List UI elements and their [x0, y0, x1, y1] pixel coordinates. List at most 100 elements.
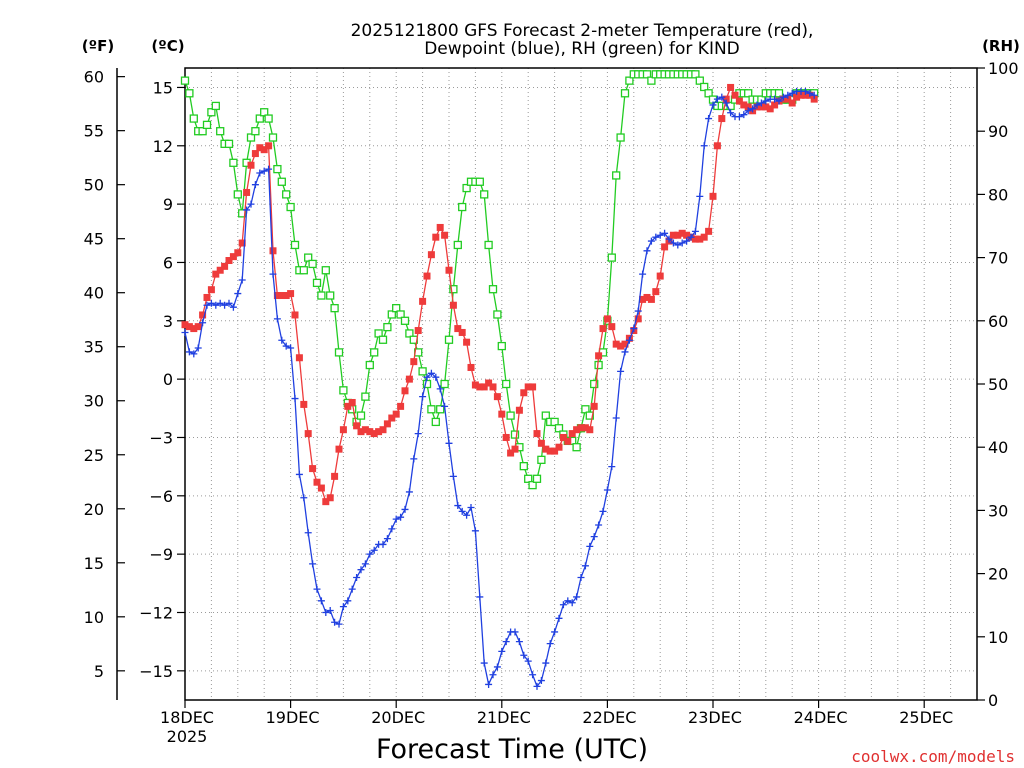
- dewpoint-point: [366, 550, 374, 558]
- rh-point: [436, 405, 445, 414]
- dewpoint-point: [199, 319, 207, 327]
- temperature-point: [480, 383, 488, 391]
- rh-point: [541, 411, 550, 420]
- rh-point: [497, 341, 506, 351]
- temperature-point: [300, 400, 308, 408]
- temperature-point: [441, 231, 449, 239]
- fahrenheit-tick-label: 50: [84, 176, 104, 195]
- rh-point: [216, 127, 225, 136]
- temperature-point: [691, 235, 699, 243]
- rh-point: [374, 329, 383, 338]
- temperature-point: [366, 428, 374, 436]
- celsius-unit-label: (ºC): [151, 37, 184, 55]
- rh-point: [506, 411, 515, 420]
- fahrenheit-tick-label: 40: [84, 284, 104, 303]
- rh-point: [440, 379, 449, 389]
- dewpoint-point: [256, 169, 264, 177]
- rh-point: [695, 76, 704, 85]
- temperature-point: [181, 321, 189, 329]
- dewpoint-point: [313, 585, 321, 593]
- dewpoint-point: [661, 229, 669, 237]
- rh-point: [251, 127, 260, 136]
- dewpoint-point: [713, 95, 721, 103]
- rh-point: [700, 82, 709, 92]
- dewpoint-point: [678, 239, 686, 247]
- fahrenheit-axis: 60 55 50 45 40 35 30 25 20 15 10 5: [84, 68, 125, 681]
- temperature-point: [661, 243, 669, 251]
- temperature-point: [216, 266, 224, 274]
- rh-point: [488, 285, 498, 294]
- rh-point: [537, 455, 546, 464]
- temperature-point: [322, 498, 330, 506]
- rh-point: [449, 285, 458, 294]
- dewpoint-point: [630, 325, 638, 333]
- temperature-point: [221, 262, 229, 270]
- temperature-point: [445, 266, 453, 274]
- temperature-point: [185, 323, 193, 331]
- dewpoint-point: [683, 237, 691, 245]
- rh-series: [180, 70, 819, 490]
- temperature-point: [529, 383, 537, 391]
- temperature-point: [467, 363, 475, 371]
- temperature-point: [599, 325, 607, 333]
- fahrenheit-tick-label: 20: [84, 500, 104, 519]
- temperature-point: [784, 95, 792, 103]
- dewpoint-point: [691, 227, 699, 235]
- dewpoint-point: [410, 455, 418, 463]
- rh-point: [554, 424, 564, 433]
- dewpoint-point: [806, 89, 814, 97]
- rh-point: [286, 202, 295, 212]
- dewpoint-point: [185, 348, 193, 356]
- temperature-point: [493, 393, 501, 401]
- time-axis: 18DEC 19DEC 20DEC 21DEC 22DEC 23DEC 24DEC 25DEC: [160, 700, 953, 727]
- dewpoint-point: [577, 573, 585, 581]
- dewpoint-point: [564, 597, 572, 605]
- dewpoint-point: [423, 373, 431, 381]
- rh-point: [339, 386, 348, 395]
- temperature-point: [740, 101, 748, 109]
- dewpoint-point: [476, 593, 484, 601]
- time-tick-label: 22DEC: [582, 708, 636, 727]
- temperature-point: [405, 375, 413, 383]
- dewpoint-point: [537, 677, 545, 685]
- temperature-point: [458, 328, 466, 336]
- dewpoint-point: [762, 97, 770, 105]
- fahrenheit-tick-label: 35: [84, 338, 104, 357]
- dewpoint-point: [269, 270, 277, 278]
- dewpoint-point: [489, 671, 497, 679]
- rh-point: [642, 70, 652, 79]
- dewpoint-point: [546, 640, 554, 648]
- dewpoint-point: [586, 542, 594, 550]
- temperature-point: [595, 352, 603, 360]
- dewpoint-point: [331, 618, 339, 626]
- dewpoint-point: [251, 181, 259, 189]
- temperature-point: [317, 484, 325, 492]
- dewpoint-point: [511, 628, 519, 636]
- temperature-point: [471, 381, 479, 389]
- rh-point: [431, 417, 440, 427]
- dewpoint-point: [203, 301, 211, 309]
- rh-point: [308, 259, 317, 269]
- rh-point: [480, 190, 489, 199]
- rh-point: [475, 177, 484, 186]
- rh-point: [312, 278, 322, 288]
- rh-point: [396, 310, 405, 319]
- rh-point: [378, 335, 388, 344]
- temperature-point: [586, 426, 594, 434]
- temperature-series: [181, 83, 818, 506]
- temperature-point: [234, 249, 242, 257]
- temperature-point: [238, 239, 246, 247]
- dewpoint-point: [529, 671, 537, 679]
- fahrenheit-tick-label: 15: [84, 554, 104, 573]
- rh-tick-label: 90: [988, 122, 1008, 141]
- dewpoint-point: [740, 111, 748, 119]
- temperature-point: [291, 311, 299, 319]
- temperature-point: [577, 424, 585, 432]
- dewpoint-point: [471, 527, 479, 535]
- dewpoint-point: [515, 638, 523, 646]
- temperature-point: [379, 426, 387, 434]
- temperature-point: [401, 387, 409, 395]
- dewpoint-point: [344, 597, 352, 605]
- celsius-tick-label: 3: [163, 312, 173, 331]
